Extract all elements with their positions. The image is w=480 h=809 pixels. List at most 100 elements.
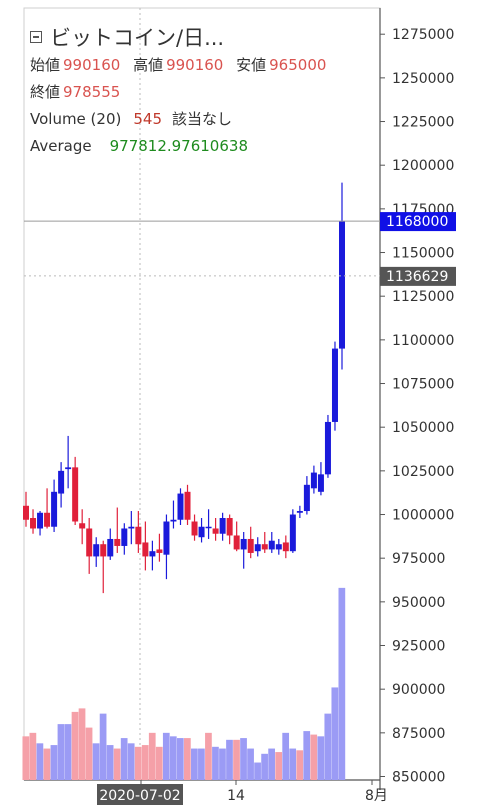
- volume-value: 545: [133, 110, 162, 128]
- candle-body: [149, 551, 156, 557]
- candle-body: [303, 484, 310, 512]
- candle-body: [30, 518, 37, 529]
- candle-body: [240, 538, 247, 550]
- price-tick-label: 925000: [392, 639, 445, 655]
- price-tick-label: 1150000: [392, 246, 454, 262]
- volume-bar: [99, 713, 107, 780]
- candle-body: [79, 523, 86, 529]
- candle-body: [275, 544, 282, 550]
- last-price-label: 1168000: [386, 214, 448, 230]
- volume-bar: [324, 713, 332, 780]
- close-value: 978555: [63, 83, 121, 101]
- volume-bar: [289, 748, 297, 780]
- candle-body: [23, 505, 29, 520]
- collapse-icon[interactable]: [30, 31, 42, 43]
- candle-body: [44, 512, 51, 527]
- candle-body: [226, 518, 233, 536]
- legend-title-row: ビットコイン/日...: [30, 22, 334, 52]
- price-tick-label: 1100000: [392, 333, 454, 349]
- price-tick-label: 950000: [392, 595, 445, 611]
- candle-body: [163, 521, 170, 555]
- candle-body: [212, 528, 219, 534]
- volume-bar: [212, 746, 219, 780]
- volume-bar: [184, 738, 191, 780]
- candle-body: [268, 540, 275, 550]
- candle-body: [205, 526, 212, 529]
- volume-bar: [254, 762, 261, 780]
- high-label: 高値: [133, 56, 164, 74]
- candle-body: [198, 526, 205, 538]
- high-value: 990160: [166, 56, 224, 74]
- volume-row: Volume (20) 545 該当なし: [30, 106, 334, 133]
- volume-bar: [268, 748, 275, 780]
- volume-bar: [92, 743, 100, 780]
- candle-body: [121, 528, 128, 546]
- average-row: Average 977812.97610638: [30, 133, 334, 160]
- crosshair-price-tag: [380, 266, 456, 286]
- volume-bar: [275, 752, 283, 780]
- volume-bar: [155, 746, 163, 780]
- volume-note: 該当なし: [172, 110, 233, 128]
- candle-body: [114, 538, 121, 546]
- price-tick-label: 1000000: [392, 508, 454, 524]
- price-tick-label: 1050000: [392, 420, 454, 436]
- open-label: 始値: [30, 56, 61, 74]
- candle-body: [170, 519, 177, 522]
- time-tick-label: 14: [227, 788, 245, 804]
- volume-label: Volume (20): [30, 110, 122, 128]
- volume-bar: [338, 587, 346, 780]
- ohl-row: 始値 990160 高値 990160 安値 965000: [30, 52, 334, 79]
- price-tick-label: 1025000: [392, 464, 454, 480]
- volume-bar: [106, 745, 114, 780]
- candle-body: [324, 421, 331, 475]
- candle-body: [93, 544, 100, 557]
- open-value: 990160: [63, 56, 121, 74]
- candle-body: [177, 493, 184, 520]
- price-tick-label: 875000: [392, 726, 445, 742]
- volume-bar: [282, 732, 290, 780]
- candle-body: [261, 544, 268, 550]
- candle-body: [247, 538, 254, 553]
- candle-body: [107, 538, 114, 557]
- volume-bar: [247, 748, 254, 780]
- candle-body: [65, 467, 72, 470]
- price-tick-label: 975000: [392, 551, 445, 567]
- candle-body: [128, 526, 135, 529]
- candle-body: [191, 521, 198, 536]
- volume-bar: [71, 711, 79, 780]
- volume-bar: [303, 731, 311, 780]
- candle-body: [142, 542, 149, 557]
- volume-bar: [310, 734, 318, 780]
- volume-bar: [198, 748, 205, 780]
- volume-bar: [22, 736, 30, 780]
- candle-body: [184, 491, 191, 520]
- candle-body: [282, 542, 289, 552]
- candle-body: [331, 348, 338, 422]
- candle-body: [339, 221, 345, 349]
- candle-body: [254, 544, 261, 552]
- candle-body: [233, 535, 240, 550]
- price-tick-label: 1125000: [392, 289, 454, 305]
- volume-bar: [57, 724, 65, 780]
- volume-bar: [205, 732, 212, 780]
- chart-legend: ビットコイン/日... 始値 990160 高値 990160 安値 965000 終…: [30, 22, 334, 160]
- candle-body: [310, 472, 317, 489]
- candle-body: [100, 544, 107, 557]
- average-label: Average: [30, 137, 92, 155]
- volume-bar: [296, 750, 304, 780]
- crosshair-date-tag: [97, 784, 183, 805]
- close-label: 終値: [30, 83, 61, 101]
- candle-body: [58, 470, 65, 494]
- volume-bar: [148, 732, 156, 780]
- candle-body: [86, 528, 93, 557]
- candle-body: [156, 549, 163, 553]
- crosshair-price-label: 1136629: [386, 269, 448, 285]
- volume-bar: [78, 708, 86, 780]
- volume-bar: [233, 739, 240, 780]
- candle-body: [51, 491, 58, 527]
- volume-bar: [162, 732, 170, 780]
- price-tick-label: 1075000: [392, 377, 454, 393]
- candle-body: [37, 512, 44, 529]
- volume-bar: [331, 687, 339, 780]
